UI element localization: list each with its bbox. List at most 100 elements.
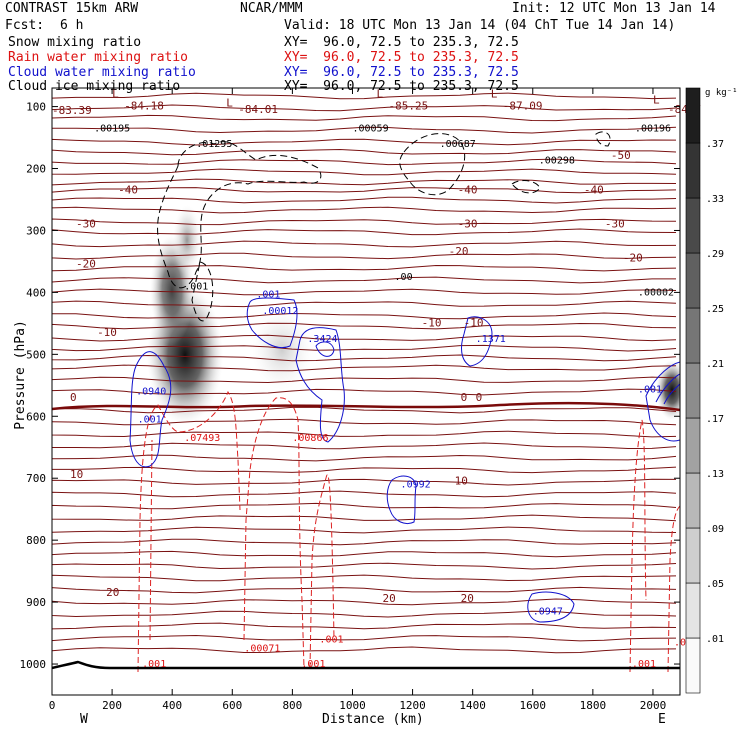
rain-contour-mid: [243, 397, 305, 669]
isotherm-line: [52, 228, 677, 236]
contour-labels: -50 -40 -40 -40 -30 -30 -30 -20 -20 -20 -10 -10 -10 0…: [52, 87, 701, 670]
snow-contour-top: [157, 141, 322, 289]
isotherm-line: [52, 388, 677, 396]
colorbar-box: [685, 252, 701, 309]
isotherm-line: [52, 276, 676, 284]
snow-ice-contours: [157, 131, 611, 322]
isotherm-line: [52, 288, 677, 296]
isotherm-line: [52, 646, 677, 654]
isotherm-line: [52, 218, 677, 226]
cloud-water-label: .001: [638, 385, 662, 396]
minimum-label: L: [226, 97, 233, 110]
y-tick-label: 100: [26, 101, 46, 114]
xy-cloud-water: XY= 96.0, 72.5 to 235.3, 72.5: [284, 65, 519, 80]
cloud-water-label: .0947: [533, 606, 563, 617]
cloud-water-label: .1371: [476, 334, 506, 345]
rain-contour-west: [137, 390, 241, 673]
cloud-contour-lower: [386, 475, 417, 524]
colorbar-box: [685, 362, 701, 419]
isotherm-line: [52, 206, 677, 214]
x-axis-label: Distance (km): [322, 712, 424, 727]
x-tick-label: 600: [222, 699, 242, 712]
isotherm-label: -20: [623, 251, 643, 264]
snow-contour-east: [511, 180, 541, 194]
isotherm-line: [52, 264, 677, 272]
isotherm-line: [52, 168, 677, 176]
colorbar-tick-label: .05: [706, 579, 724, 590]
cloud-contour-east-1: [645, 361, 680, 442]
isotherm-label: -50: [611, 149, 631, 162]
isotherm-label: -10: [422, 316, 442, 329]
cloud-water-label: .00012: [262, 306, 298, 317]
colorbar-box: [685, 582, 701, 639]
isotherm-line: [52, 598, 677, 606]
isotherm-line: [52, 92, 677, 100]
isotherm-line: [52, 300, 677, 308]
isotherm-line: [52, 240, 677, 248]
isotherm-label: -10: [97, 326, 117, 339]
cloud-contour-core-inner: [315, 341, 335, 357]
cloud-water-label: .001: [256, 289, 280, 300]
legend-cloud-water: Cloud water mixing ratio: [8, 65, 196, 80]
snow-contour-mid: [399, 133, 466, 196]
cloud-contour-low-east: [527, 591, 575, 623]
y-tick-label: 500: [26, 348, 46, 361]
y-tick-label: 900: [26, 596, 46, 609]
isotherm-line: [52, 334, 677, 342]
minimum-label: -85.25: [389, 100, 429, 113]
isotherm-label: 10: [455, 474, 468, 487]
y-tick-label: 700: [26, 472, 46, 485]
plot-frame: [51, 87, 681, 696]
isotherm-line: [52, 430, 677, 438]
mixing-ratio-shading: [147, 205, 680, 425]
snow-contour-tr: [595, 131, 611, 147]
legend-cloud-ice: Cloud ice mixing ratio: [8, 79, 181, 94]
x-tick-label: 2000: [640, 699, 667, 712]
cloud-water-label: .001: [138, 414, 162, 425]
isotherm-line: [52, 502, 677, 510]
terrain-line: [51, 660, 680, 670]
isotherm-line: [52, 466, 677, 474]
x-tick-label: 0: [49, 699, 56, 712]
cloud-water-contours: [129, 297, 680, 623]
isotherm-line: [52, 634, 677, 642]
isotherm-line: [52, 526, 677, 534]
model-title: CONTRAST 15km ARW: [5, 1, 139, 16]
cloud-water-label: .3424: [307, 334, 337, 345]
isotherm-line: [52, 538, 677, 546]
y-axis-label: Pressure (hPa): [12, 320, 28, 430]
isotherm-label: -10: [464, 316, 484, 329]
colorbar-box: [685, 527, 701, 584]
temperature-contours: [52, 92, 677, 654]
snow-contour-plume: [191, 261, 214, 322]
zero-isotherm: [52, 401, 680, 412]
x-tick-label: 400: [162, 699, 182, 712]
minimum-label: L: [112, 87, 119, 100]
rain-label: .001: [632, 659, 656, 670]
isotherm-line: [52, 322, 677, 330]
x-tick-label: 1800: [580, 699, 607, 712]
isotherm-line: [52, 406, 677, 414]
isotherm-line: [52, 158, 677, 166]
minimum-label: L: [377, 87, 384, 100]
rain-label: .00071: [244, 644, 280, 655]
minimum-label: -84.18: [124, 100, 164, 113]
isotherm-label: 0: [476, 391, 483, 404]
colorbar-box: [685, 472, 701, 529]
colorbar-box: [685, 87, 701, 144]
isotherm-label: -30: [605, 217, 625, 230]
minimum-label: -84.01: [238, 103, 278, 116]
cloud-contour-east-3: [663, 383, 680, 405]
rain-label: .00866: [292, 433, 328, 444]
west-label: W: [80, 712, 88, 727]
fcst-label: Fcst:: [5, 18, 45, 33]
snow-max-label: .00002: [638, 287, 674, 298]
isotherm-label: 20: [383, 592, 396, 605]
xy-snow: XY= 96.0, 72.5 to 235.3, 72.5: [284, 35, 519, 50]
snow-max-label: .00196: [635, 123, 671, 134]
snow-max-label: .01295: [196, 139, 232, 150]
colorbar: .01 .05 .09 .13 .17 .21 .25 .29 .33 .37: [685, 87, 724, 694]
legend-rain: Rain water mixing ratio: [8, 50, 189, 65]
